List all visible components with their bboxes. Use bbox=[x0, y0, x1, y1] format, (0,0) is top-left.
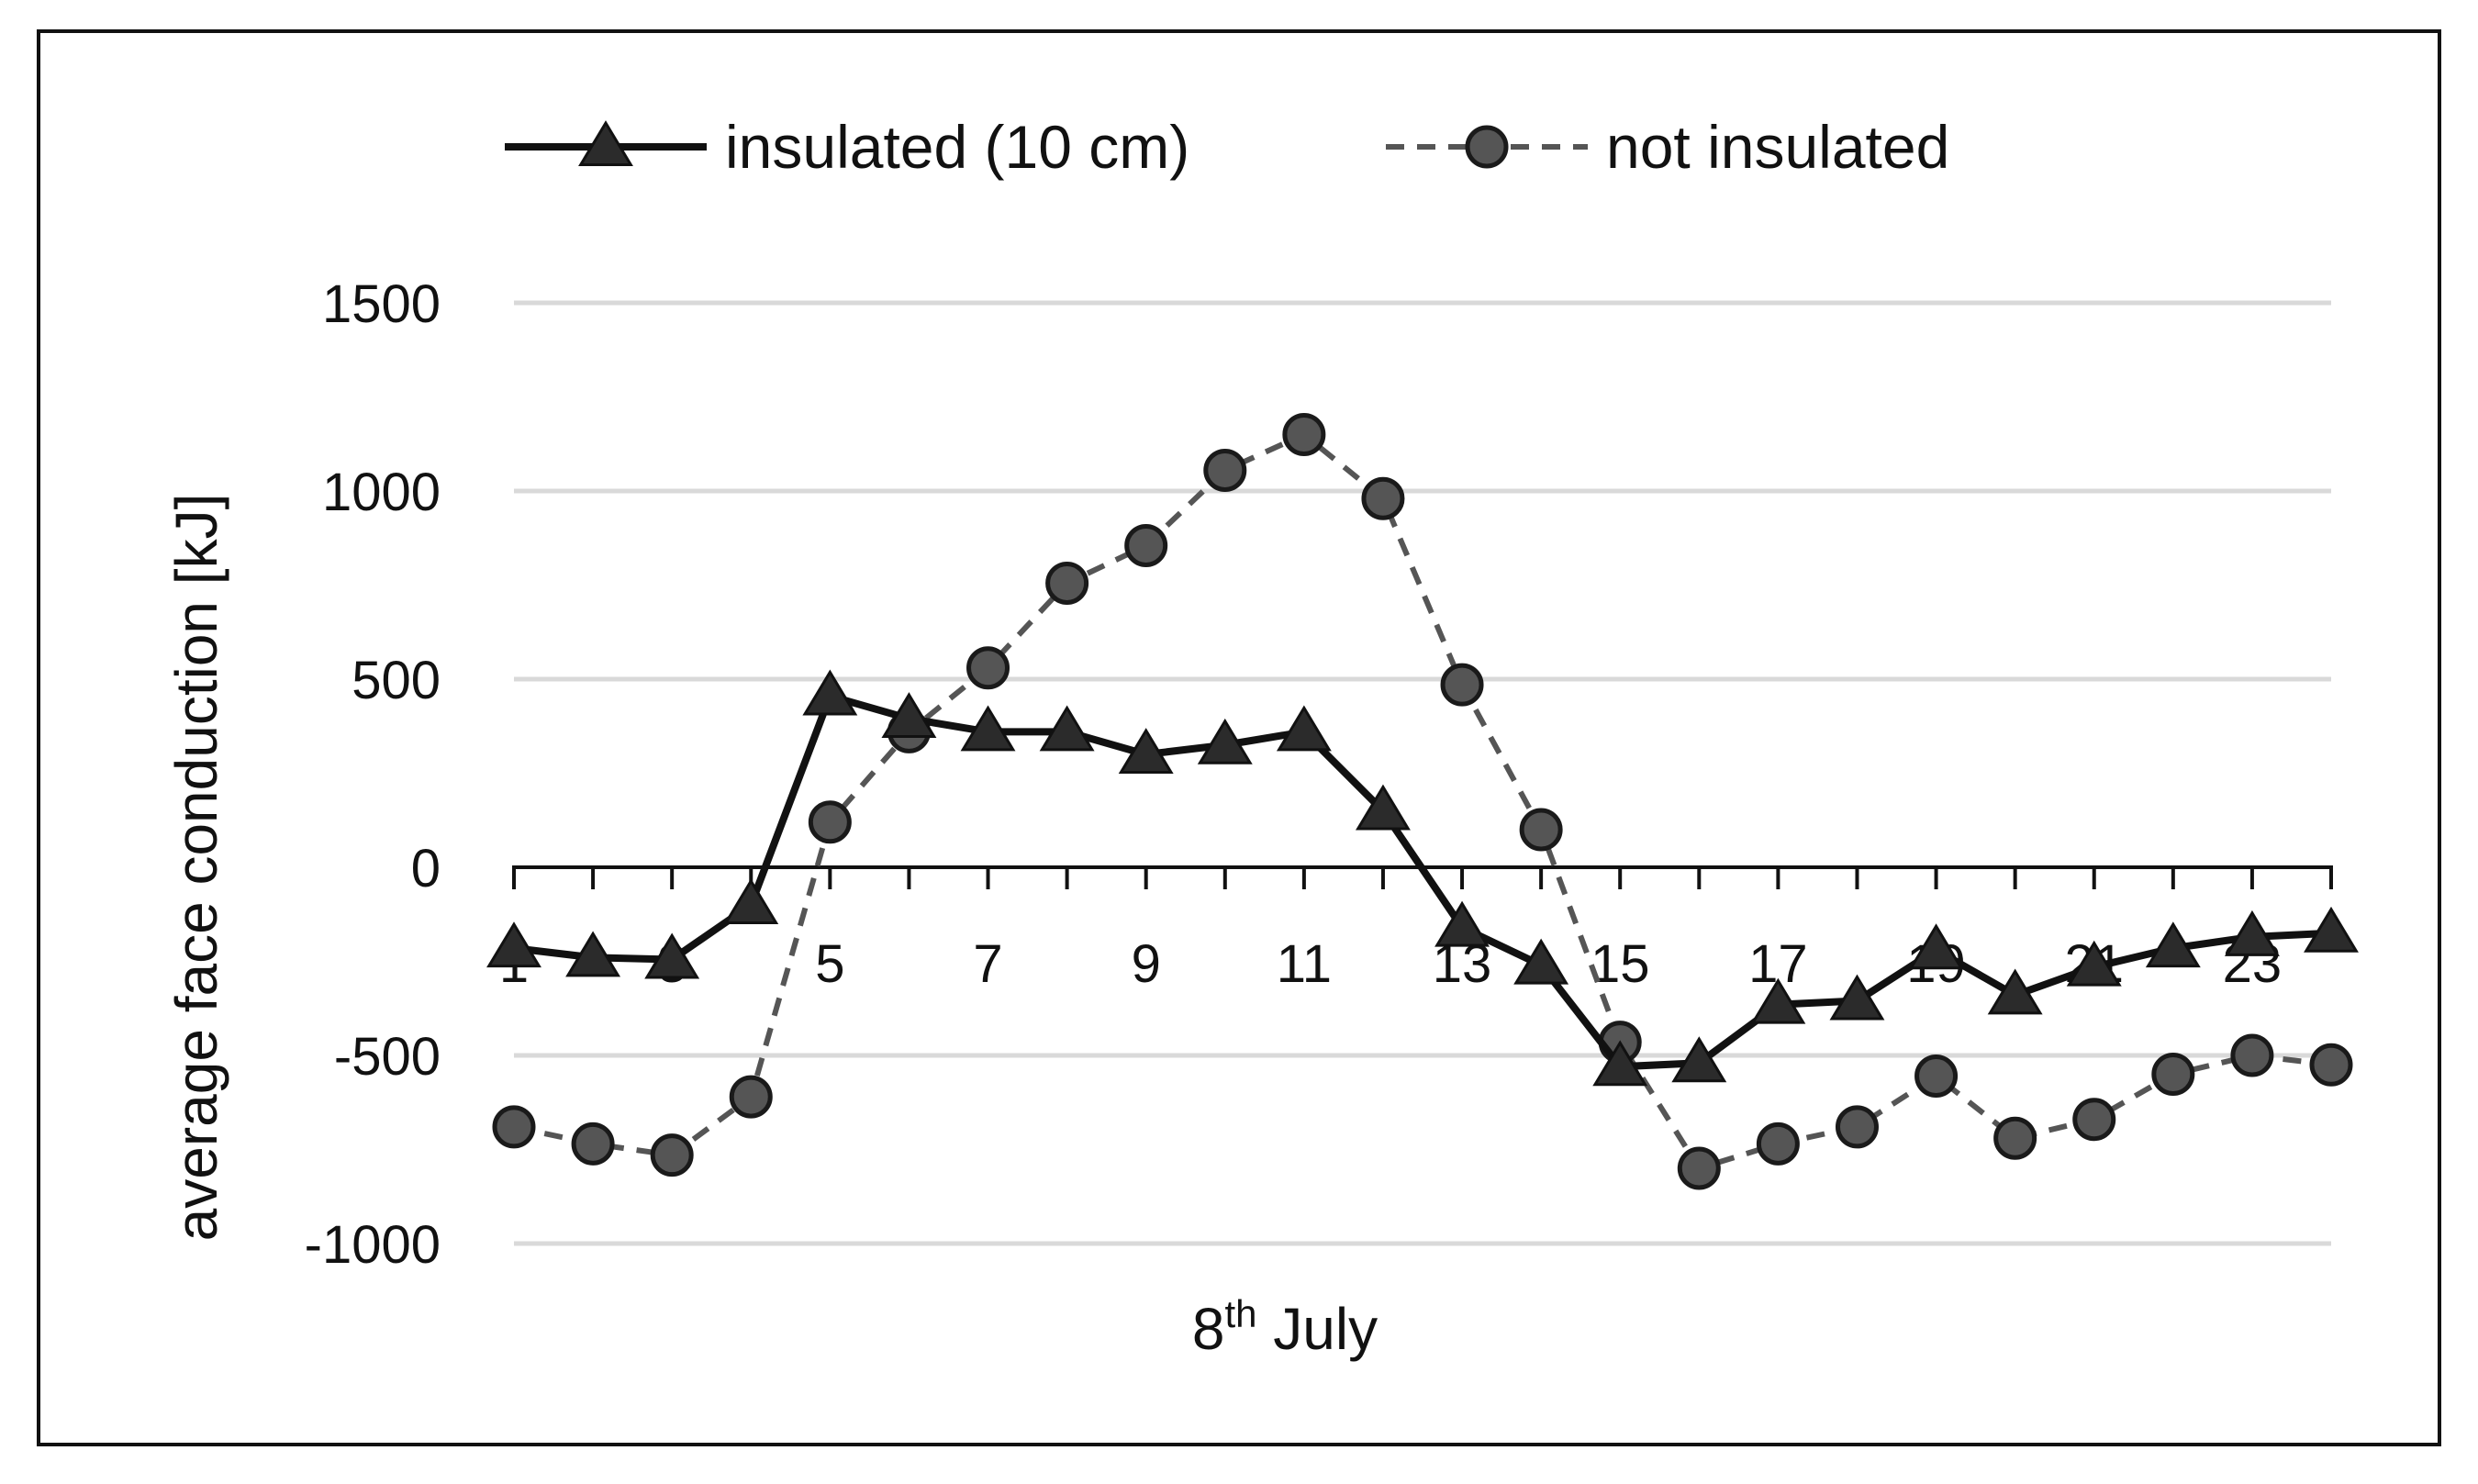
data-point-triangle bbox=[1671, 1036, 1727, 1083]
x-tick-label: 5 bbox=[815, 934, 844, 994]
data-point-circle bbox=[2072, 1098, 2116, 1142]
legend-item-insulated: insulated (10 cm) bbox=[505, 113, 1189, 181]
data-point-triangle bbox=[1592, 1040, 1648, 1087]
data-point-circle bbox=[571, 1121, 615, 1166]
y-tick-label: 1500 bbox=[322, 274, 441, 334]
data-point-circle bbox=[1914, 1054, 1959, 1099]
legend-marker-circle bbox=[1465, 125, 1509, 169]
data-point-circle bbox=[1361, 476, 1405, 520]
data-point-triangle bbox=[960, 705, 1016, 752]
data-point-triangle bbox=[1434, 900, 1490, 947]
data-point-circle bbox=[2151, 1053, 2195, 1096]
x-tick-label: 11 bbox=[1277, 934, 1332, 994]
series-line-insulated bbox=[513, 692, 2332, 1071]
data-point-triangle bbox=[723, 878, 779, 924]
data-point-circle bbox=[1519, 808, 1563, 852]
x-axis-title-main: 8 bbox=[1192, 1296, 1225, 1362]
data-point-triangle bbox=[1987, 968, 2043, 1015]
x-tick-label: 15 bbox=[1591, 934, 1650, 994]
data-point-triangle bbox=[881, 692, 937, 739]
data-point-triangle bbox=[1829, 974, 1885, 1021]
legend-item-not-insulated: not insulated bbox=[1386, 113, 1949, 181]
y-tick-labels: 1500 1000 500 0 -500 -1000 bbox=[305, 274, 441, 1275]
y-tick-label: 1000 bbox=[322, 463, 441, 522]
y-tick-label: 500 bbox=[352, 651, 441, 710]
x-axis-title-rest: July bbox=[1257, 1296, 1379, 1362]
data-point-triangle bbox=[1039, 705, 1095, 752]
data-point-triangle bbox=[1356, 784, 1411, 831]
data-point-circle bbox=[1993, 1116, 2037, 1160]
gridlines bbox=[514, 300, 2331, 1246]
data-point-triangle bbox=[2066, 940, 2122, 987]
x-tick-label: 9 bbox=[1132, 934, 1161, 994]
data-point-circle bbox=[2230, 1033, 2274, 1077]
legend-label: insulated (10 cm) bbox=[725, 113, 1189, 181]
y-axis-title: average face conduction [kJ] bbox=[163, 494, 229, 1242]
x-axis-title-sup: th bbox=[1224, 1292, 1256, 1335]
data-point-circle bbox=[1282, 413, 1326, 456]
series-insulated bbox=[486, 669, 2359, 1087]
data-point-triangle bbox=[802, 669, 858, 716]
data-point-triangle bbox=[1197, 718, 1253, 764]
y-tick-label: 0 bbox=[411, 839, 441, 898]
data-point-triangle bbox=[2224, 909, 2280, 956]
data-point-circle bbox=[2309, 1043, 2353, 1087]
data-point-circle bbox=[650, 1133, 694, 1177]
y-tick-label: -500 bbox=[334, 1027, 441, 1087]
x-tick-label: 7 bbox=[973, 934, 1002, 994]
series-not-insulated bbox=[492, 413, 2353, 1190]
data-point-triangle bbox=[1908, 923, 1964, 970]
legend-label: not insulated bbox=[1606, 113, 1949, 181]
data-point-triangle bbox=[1750, 977, 1806, 1024]
series-layer bbox=[486, 413, 2359, 1190]
data-point-triangle bbox=[565, 931, 621, 977]
data-point-circle bbox=[1677, 1146, 1721, 1190]
data-point-triangle bbox=[486, 921, 541, 968]
data-point-circle bbox=[1440, 663, 1484, 707]
data-point-circle bbox=[1203, 448, 1247, 492]
data-point-circle bbox=[808, 800, 852, 844]
data-point-triangle bbox=[2304, 906, 2359, 953]
data-point-circle bbox=[966, 646, 1010, 690]
data-point-triangle bbox=[2145, 921, 2201, 968]
legend-marker-triangle bbox=[578, 120, 633, 166]
data-point-circle bbox=[1756, 1121, 1800, 1166]
chart-border bbox=[37, 29, 2441, 1446]
data-point-circle bbox=[1045, 561, 1089, 605]
data-point-circle bbox=[492, 1105, 536, 1149]
data-point-triangle bbox=[1513, 938, 1569, 985]
data-point-triangle bbox=[644, 932, 700, 979]
x-axis-title: 8th July bbox=[1192, 1292, 1378, 1362]
data-point-circle bbox=[1124, 523, 1168, 567]
y-tick-label: -1000 bbox=[305, 1215, 441, 1275]
legend: insulated (10 cm) not insulated bbox=[505, 113, 1949, 181]
data-point-circle bbox=[1835, 1105, 1879, 1149]
data-point-triangle bbox=[1276, 705, 1332, 752]
data-point-circle bbox=[729, 1075, 773, 1119]
data-point-triangle bbox=[1118, 728, 1174, 774]
